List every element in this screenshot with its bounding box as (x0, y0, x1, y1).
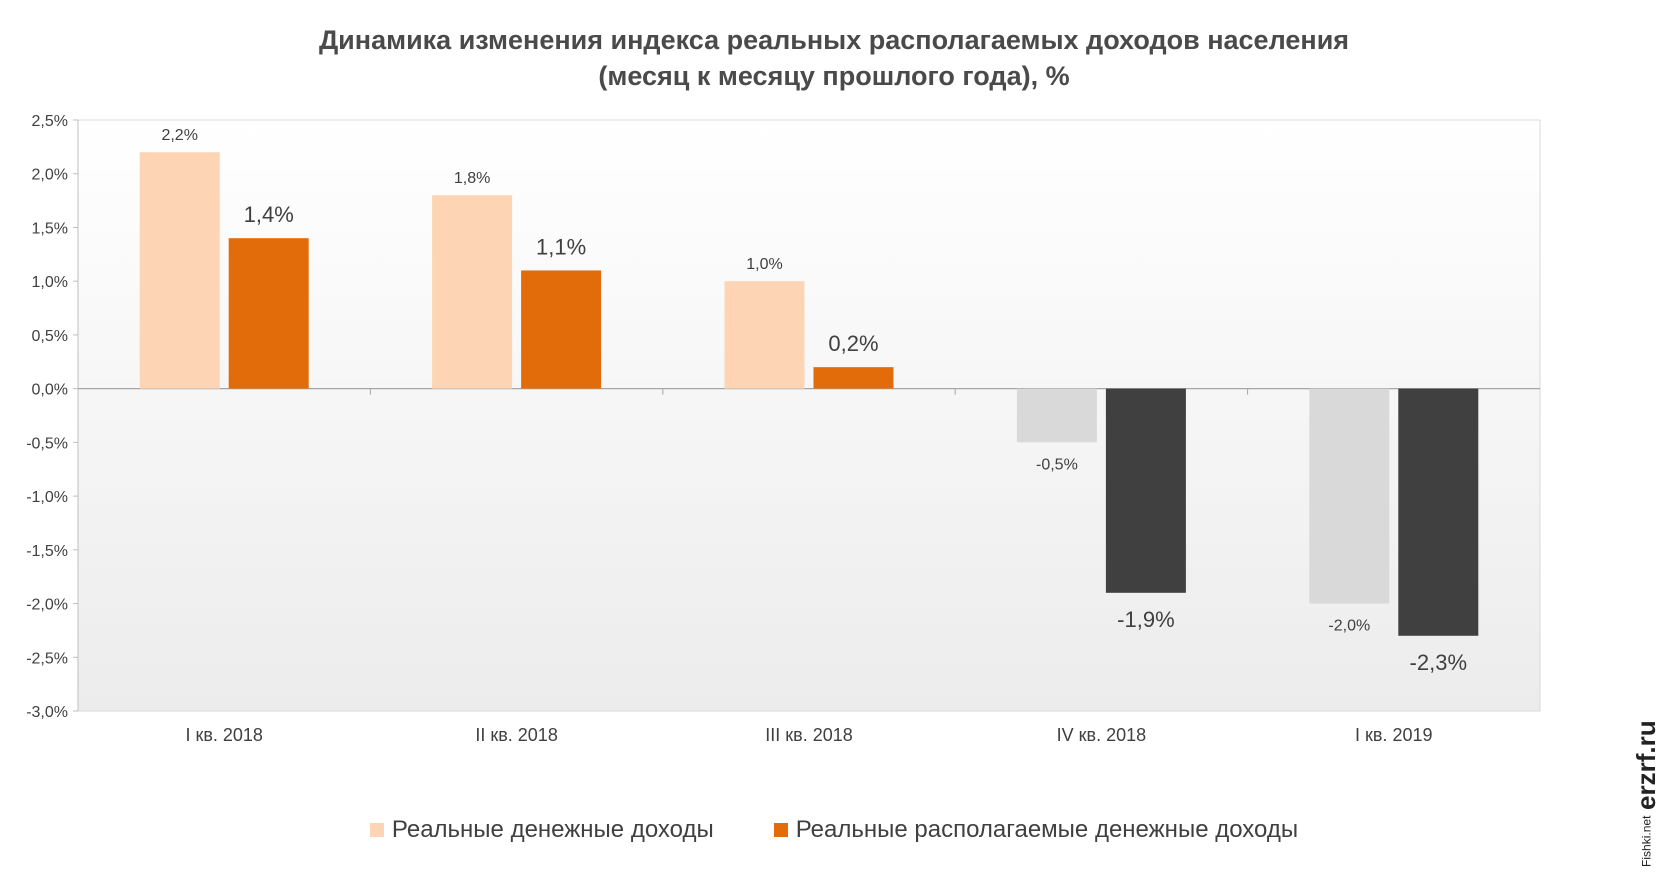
y-tick-label: -2,5% (26, 650, 68, 667)
bar-series-2 (521, 270, 602, 389)
x-tick-label: I кв. 2019 (1355, 725, 1432, 745)
y-tick-label: 1,5% (32, 220, 68, 237)
bar-series-1 (139, 152, 220, 389)
y-tick-label: 0,5% (32, 328, 68, 345)
bar-series-2 (228, 238, 309, 389)
data-label-series-2: -1,9% (1117, 607, 1174, 632)
y-tick-label: 0,0% (32, 382, 68, 399)
data-label-series-2: 1,4% (244, 202, 294, 227)
data-label-series-1: -0,5% (1036, 456, 1078, 473)
y-tick-label: 2,0% (32, 167, 68, 184)
x-tick-label: III кв. 2018 (765, 725, 853, 745)
y-tick-label: -3,0% (26, 704, 68, 721)
x-tick-label: II кв. 2018 (475, 725, 558, 745)
x-tick-label: IV кв. 2018 (1057, 725, 1147, 745)
legend: Реальные денежные доходы Реальные распол… (0, 816, 1668, 844)
watermark-site: erzrf.ru (1631, 720, 1661, 810)
y-tick-label: -1,5% (26, 543, 68, 560)
chart-subtitle: (месяц к месяцу прошлого года), % (598, 61, 1070, 91)
data-label-series-2: 1,1% (536, 234, 586, 259)
bar-series-1 (1016, 388, 1097, 443)
bar-series-2 (1398, 388, 1479, 636)
bar-series-1 (1309, 388, 1390, 604)
y-tick-label: -1,0% (26, 489, 68, 506)
y-tick-label: -0,5% (26, 435, 68, 452)
bar-series-2 (1105, 388, 1186, 593)
bar-series-1 (432, 195, 513, 389)
y-tick-label: 1,0% (32, 274, 68, 291)
watermark: Fishki.net erzrf.ru (1631, 720, 1662, 867)
legend-item-series-1: Реальные денежные доходы (369, 816, 714, 844)
data-label-series-2: 0,2% (828, 331, 878, 356)
data-label-series-2: -2,3% (1410, 650, 1467, 675)
legend-label-series-1: Реальные денежные доходы (391, 816, 714, 843)
bar-series-1 (724, 281, 805, 389)
y-tick-label: 2,5% (32, 113, 68, 130)
watermark-small: Fishki.net (1639, 815, 1654, 867)
data-label-series-1: -2,0% (1328, 618, 1370, 635)
y-tick-label: -2,0% (26, 597, 68, 614)
chart-title: Динамика изменения индекса реальных расп… (318, 25, 1350, 55)
legend-label-series-2: Реальные располагаемые денежные доходы (795, 816, 1299, 843)
x-tick-label: I кв. 2018 (185, 725, 262, 745)
data-label-series-1: 1,8% (454, 170, 490, 187)
plot-area (77, 119, 1541, 712)
bar-series-2 (813, 367, 894, 389)
legend-swatch-series-2 (773, 823, 788, 837)
data-label-series-1: 2,2% (161, 127, 197, 144)
data-label-series-1: 1,0% (746, 256, 782, 273)
legend-item-series-2: Реальные располагаемые денежные доходы (773, 816, 1299, 844)
legend-swatch-series-1 (369, 823, 384, 837)
